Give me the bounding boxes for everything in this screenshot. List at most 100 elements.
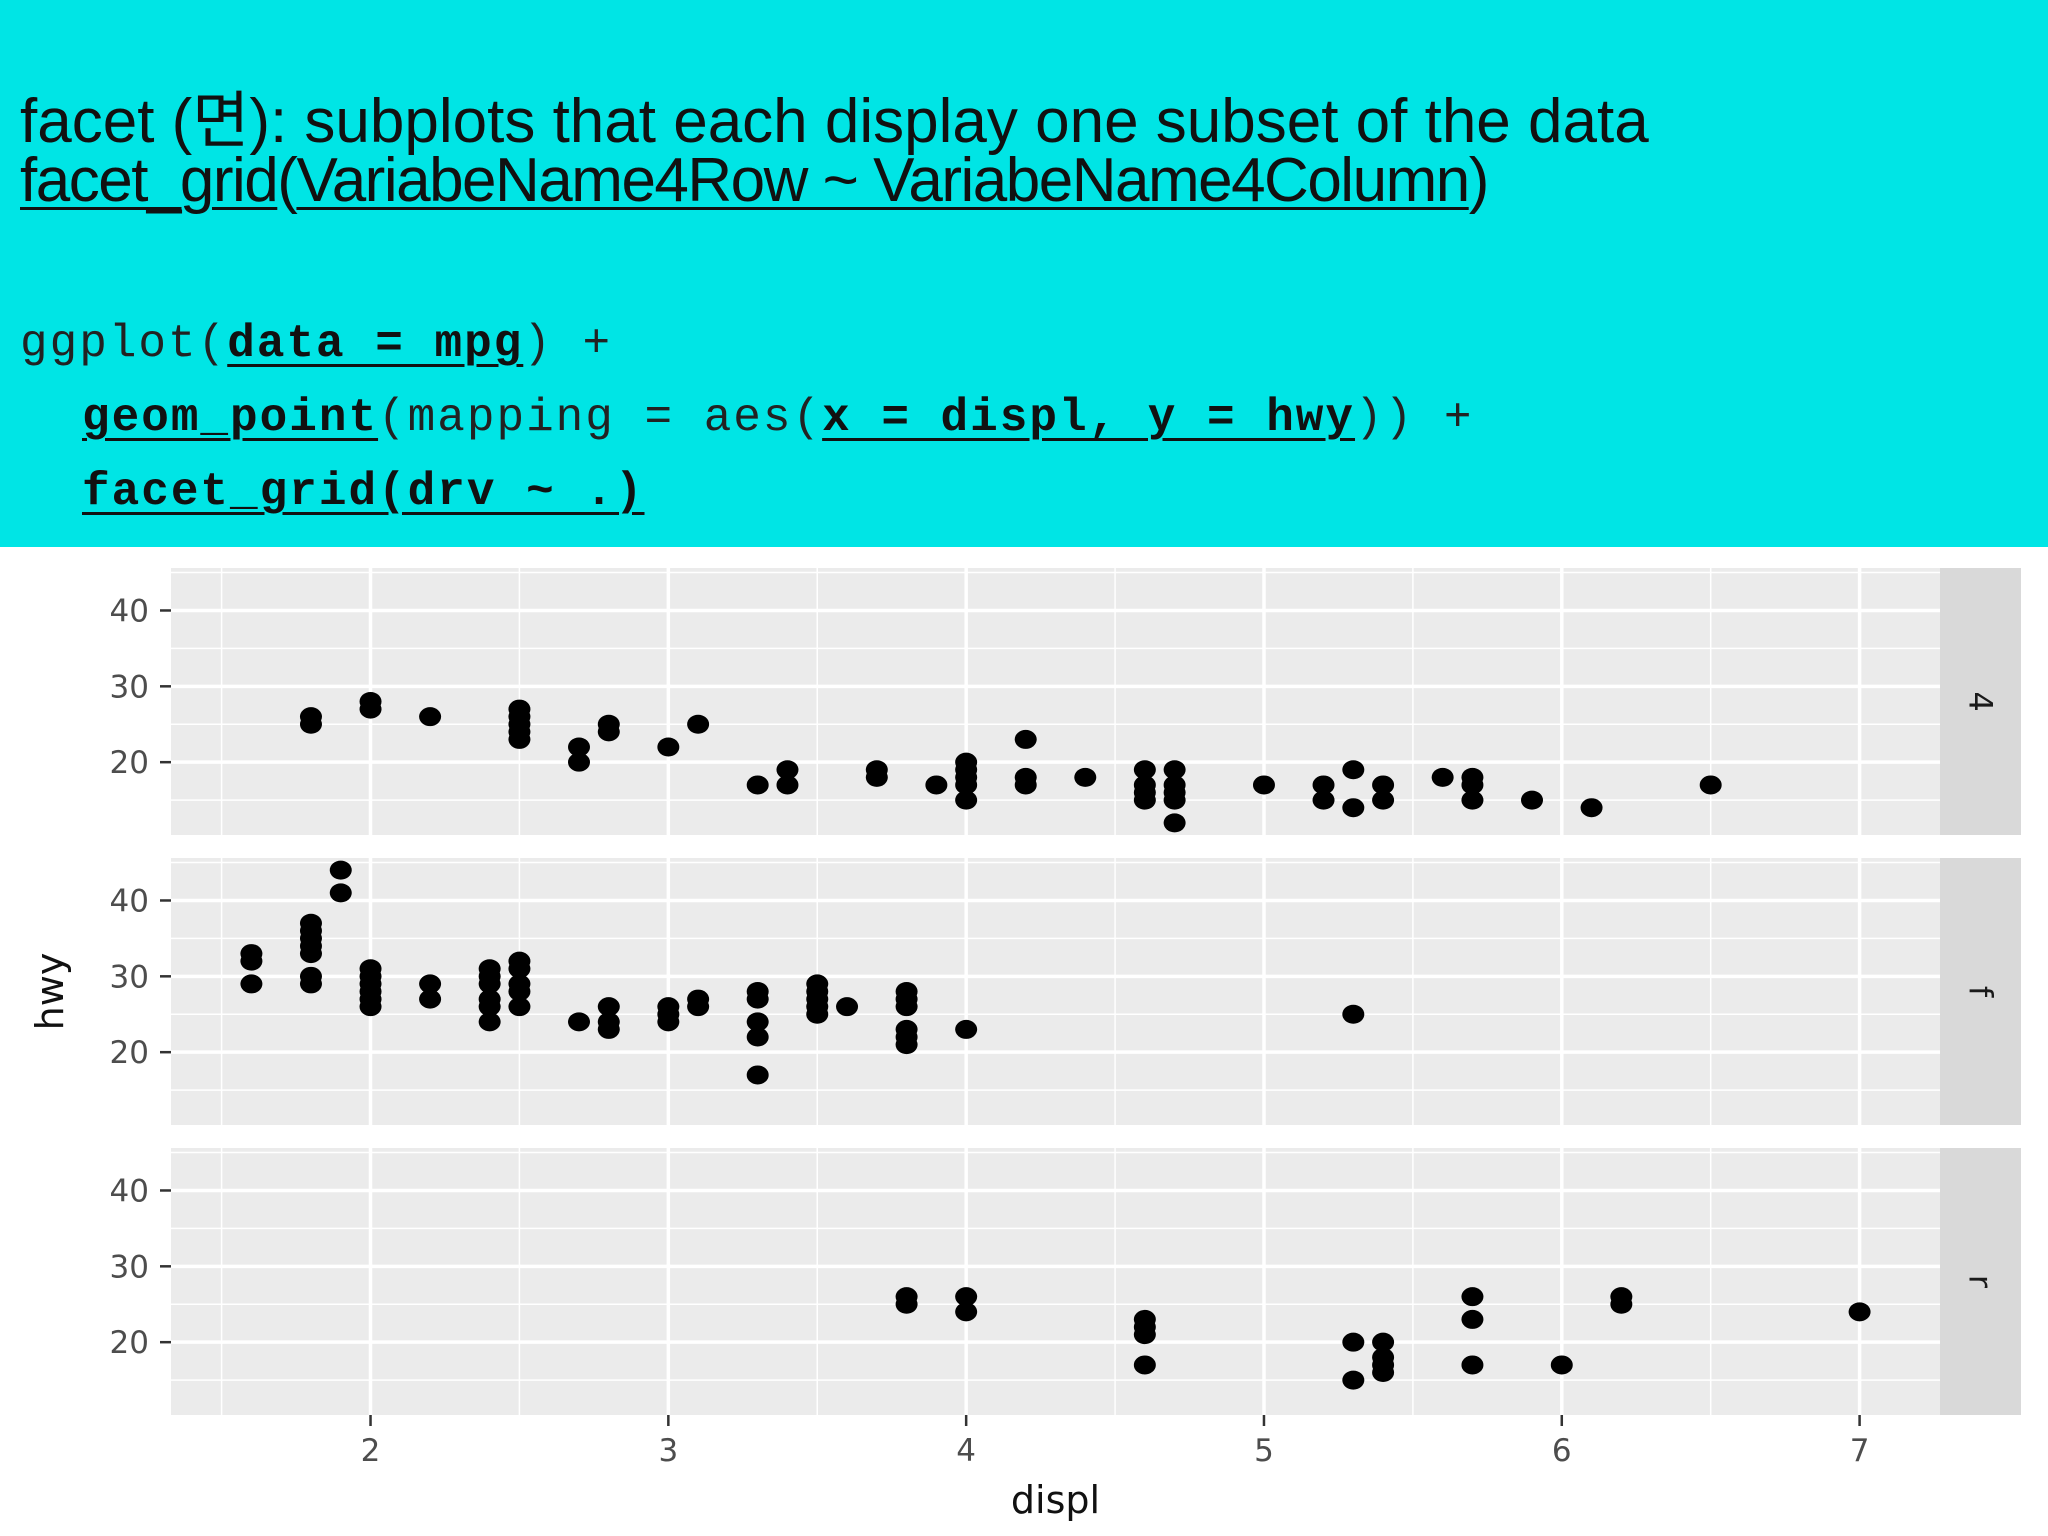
data-point — [746, 775, 769, 795]
data-point — [1014, 729, 1037, 749]
data-point — [776, 760, 799, 780]
y-tick-label: 40 — [110, 883, 149, 919]
y-tick-label: 20 — [110, 745, 149, 781]
data-point — [1461, 790, 1484, 810]
data-point — [478, 1012, 501, 1032]
code-aes-args: x = displ, y = hwy — [822, 392, 1356, 444]
x-tick-label: 5 — [1254, 1433, 1274, 1469]
code-plus-1: ) + — [523, 318, 613, 370]
code-facet-grid: facet_grid(drv ~ .) — [82, 466, 645, 518]
data-point — [508, 997, 531, 1017]
data-point — [478, 974, 501, 994]
data-point — [1312, 775, 1335, 795]
data-point — [1461, 1355, 1484, 1375]
y-tick-label: 30 — [110, 669, 149, 705]
data-point — [1848, 1302, 1871, 1322]
code-line-2: geom_point(mapping = aes(x = displ, y = … — [82, 392, 1473, 444]
data-point — [359, 699, 382, 719]
close-paren: ) — [1468, 146, 1490, 215]
x-axis-title: displ — [1011, 1478, 1100, 1522]
data-point — [1342, 798, 1365, 818]
data-point — [1342, 1332, 1365, 1352]
open-paren: ( — [277, 146, 298, 215]
x-tick-label: 2 — [361, 1433, 381, 1469]
data-point — [299, 714, 322, 734]
data-point — [1252, 775, 1275, 795]
data-point — [1342, 1370, 1365, 1390]
data-point — [478, 997, 501, 1017]
data-point — [746, 1012, 769, 1032]
data-point — [1014, 775, 1037, 795]
data-point — [419, 707, 442, 727]
slide-title: facet (면): subplots that each display on… — [20, 87, 1649, 156]
data-point — [895, 1035, 918, 1055]
data-point — [776, 775, 799, 795]
data-point — [1312, 790, 1335, 810]
data-point — [1580, 798, 1603, 818]
data-point — [1342, 1004, 1365, 1024]
facet-formula: VariabeName4Row ~ VariabeName4Column — [296, 146, 1470, 215]
data-point — [329, 883, 352, 903]
data-point — [1372, 1332, 1395, 1352]
data-point — [687, 997, 710, 1017]
data-point — [568, 1012, 591, 1032]
code-line-1: ggplot(data = mpg) + — [20, 318, 612, 370]
code-mapping: (mapping = aes( — [378, 392, 823, 444]
data-point — [1342, 760, 1365, 780]
data-point — [895, 1294, 918, 1314]
data-point — [657, 1012, 680, 1032]
data-point — [746, 989, 769, 1009]
data-point — [1372, 1363, 1395, 1383]
data-point — [1431, 767, 1454, 787]
y-tick-label: 30 — [110, 1249, 149, 1285]
data-point — [657, 737, 680, 757]
faceted-scatter-chart: 20 30 40 4 20 30 40 f 20 30 40 r 2 3 4 5 6 7 displ hwy — [28, 568, 2021, 1522]
data-point — [329, 860, 352, 880]
data-point — [508, 729, 531, 749]
data-point — [955, 1019, 978, 1039]
data-point — [1699, 775, 1722, 795]
data-point — [1372, 775, 1395, 795]
data-point — [1520, 790, 1543, 810]
data-point — [597, 1019, 620, 1039]
x-tick-label: 3 — [658, 1433, 678, 1469]
data-point — [508, 982, 531, 1001]
facet-strip — [1940, 1148, 2021, 1415]
data-point — [955, 1302, 978, 1322]
code-ggplot: ggplot( — [20, 318, 228, 370]
data-point — [925, 775, 948, 795]
facet-strip-label: r — [1962, 1275, 2000, 1289]
facet-strip-label: f — [1962, 986, 2000, 998]
y-tick-label: 30 — [110, 959, 149, 995]
y-axis-title: hwy — [28, 953, 72, 1031]
x-tick-label: 4 — [956, 1433, 976, 1469]
data-point — [1163, 760, 1186, 780]
data-point — [836, 997, 859, 1017]
facet-panel — [171, 1148, 1940, 1415]
slide-subtitle: facet_grid(VariabeName4Row ~ VariabeName… — [20, 145, 1490, 216]
data-point — [508, 959, 531, 979]
data-point — [1133, 760, 1156, 780]
data-point — [597, 997, 620, 1017]
data-point — [1550, 1355, 1573, 1375]
data-point — [746, 1027, 769, 1047]
data-point — [1610, 1294, 1633, 1314]
data-point — [955, 1287, 978, 1307]
title-banner: facet (면): subplots that each display on… — [0, 0, 2048, 547]
y-tick-label: 20 — [110, 1325, 149, 1361]
data-point — [1133, 1325, 1156, 1345]
data-point — [955, 775, 978, 795]
data-point — [568, 752, 591, 772]
data-point — [419, 974, 442, 994]
data-point — [299, 974, 322, 994]
data-point — [865, 767, 888, 787]
data-point — [1461, 775, 1484, 795]
code-data-arg: data = mpg — [227, 318, 524, 370]
facet-grid-fn: facet_grid — [20, 146, 279, 215]
data-point — [1461, 1287, 1484, 1307]
data-point — [419, 989, 442, 1009]
data-point — [1074, 767, 1097, 787]
data-point — [1133, 790, 1156, 810]
data-point — [1461, 1309, 1484, 1329]
facet-strip — [1940, 858, 2021, 1125]
